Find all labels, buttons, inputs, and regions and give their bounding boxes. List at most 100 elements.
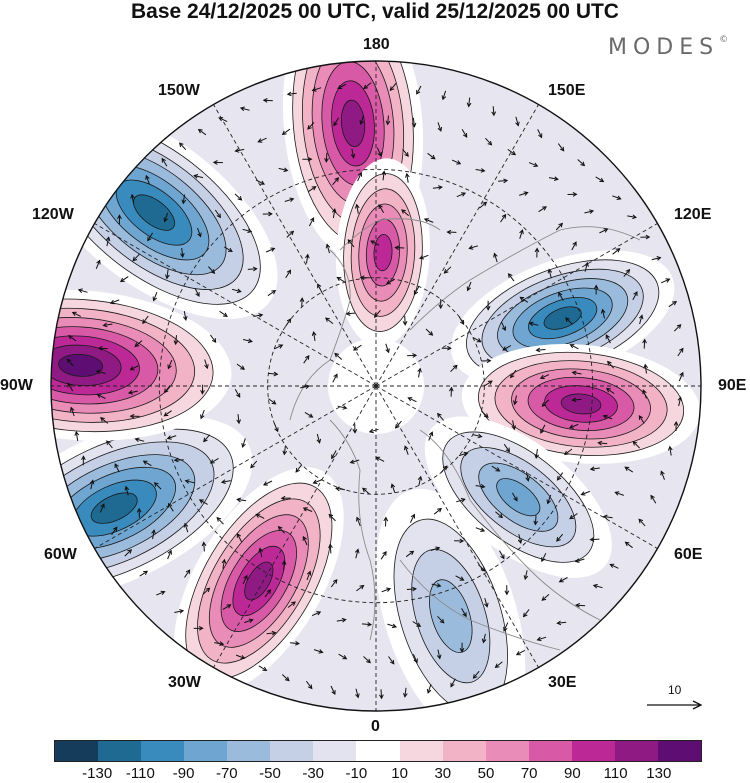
- wind-arrow-head: [519, 229, 524, 235]
- wind-arrow: [164, 212, 169, 222]
- wind-arrow-head: [67, 382, 72, 388]
- wind-arrow-head: [258, 313, 264, 318]
- wind-arrow: [278, 526, 285, 534]
- wind-arrow-head: [124, 485, 130, 491]
- wind-arrow-head: [493, 252, 498, 258]
- wind-arrow: [194, 175, 204, 179]
- wind-arrow: [493, 253, 498, 263]
- wind-arrow: [495, 511, 503, 518]
- wind-arrow-head: [220, 479, 226, 484]
- wind-arrow: [231, 288, 241, 293]
- wind-arrow-head: [379, 694, 384, 700]
- wind-arrow: [184, 523, 189, 533]
- wind-arrow-head: [632, 440, 638, 446]
- wind-arrow: [555, 223, 563, 231]
- wind-arrow: [266, 632, 276, 635]
- wind-arrow-head: [179, 609, 185, 614]
- wind-arrow: [208, 266, 215, 274]
- streamline-contour: [512, 287, 613, 349]
- wind-arrow-head: [70, 406, 75, 412]
- colorbar-tick-label: 70: [520, 765, 538, 782]
- wind-arrow: [350, 459, 360, 464]
- streamline-contour: [232, 545, 286, 617]
- wind-arrow-head: [593, 284, 599, 290]
- wind-arrow: [395, 247, 405, 249]
- streamline-contour: [358, 203, 408, 302]
- wind-arrow: [312, 87, 322, 91]
- graticule: [51, 61, 701, 711]
- wind-arrow: [468, 97, 471, 107]
- wind-arrow-head: [500, 554, 505, 560]
- wind-arrow-head: [511, 150, 517, 156]
- wind-arrow: [661, 278, 670, 284]
- wind-arrow: [374, 309, 381, 318]
- anomaly-shading-ring: [341, 100, 365, 147]
- wind-arrow: [235, 148, 245, 152]
- wind-arrow: [405, 550, 414, 558]
- wind-arrow-head: [600, 308, 606, 314]
- anomaly-shading-ring: [373, 234, 393, 271]
- wind-arrow-head: [404, 445, 409, 451]
- meridian-line: [94, 223, 377, 387]
- europe-low: [376, 488, 526, 711]
- colorbar-bin: [184, 741, 228, 761]
- meridian-label-150e: 150E: [548, 82, 586, 99]
- wind-arrow: [357, 172, 362, 182]
- wind-arrow-head: [311, 330, 317, 336]
- streamline-contour: [460, 447, 577, 548]
- wind-arrow-head: [333, 121, 338, 127]
- wind-arrow-head: [437, 412, 442, 418]
- wind-arrow-head: [167, 549, 172, 555]
- wind-arrow-head: [200, 389, 205, 395]
- wind-arrow: [495, 661, 503, 668]
- wind-arrow-head: [302, 507, 308, 512]
- wind-arrow-head: [383, 516, 389, 522]
- wind-arrow: [216, 517, 224, 525]
- coastlines: [289, 218, 641, 651]
- wind-arrow-head: [410, 513, 416, 519]
- wind-arrow-head: [572, 191, 578, 197]
- wind-arrow-head: [460, 497, 466, 503]
- wind-arrow-head: [411, 122, 417, 128]
- wind-arrow: [388, 656, 395, 665]
- colorbar-tick-labels: -130 -110 -90 -70 -50 -30 -10 10 30 50 70 90 110 130: [0, 765, 750, 783]
- wind-arrow-head: [342, 405, 348, 410]
- wind-arrow-head: [161, 157, 166, 163]
- colorbar-tick-label: -50: [259, 765, 281, 782]
- wind-arrow: [381, 588, 391, 593]
- wind-arrow: [337, 276, 346, 283]
- wind-arrow: [516, 649, 526, 656]
- wind-arrow-head: [456, 160, 462, 165]
- wind-arrow: [161, 158, 168, 167]
- wind-arrow-head: [318, 649, 324, 654]
- wind-arrow-head: [270, 247, 276, 252]
- meridian-line: [375, 385, 658, 549]
- wind-arrow: [197, 227, 202, 237]
- wind-arrow-head: [625, 268, 631, 274]
- wind-arrow: [183, 311, 187, 320]
- wind-arrow: [167, 435, 177, 439]
- wind-arrow: [330, 579, 338, 588]
- wind-arrow: [203, 542, 205, 552]
- wind-arrow: [498, 180, 508, 182]
- wind-arrow-head: [632, 214, 638, 220]
- wind-arrow: [306, 254, 309, 264]
- wind-arrow-head: [439, 618, 445, 624]
- streamline-contour: [494, 360, 668, 448]
- colorbar-tick-label: 50: [477, 765, 495, 782]
- wind-arrow-head: [556, 536, 561, 542]
- wind-arrow-head: [316, 611, 322, 616]
- wind-arrow-head: [558, 578, 564, 583]
- wind-arrow-head: [452, 364, 458, 370]
- wind-arrow: [503, 622, 509, 632]
- wind-arrow: [520, 296, 529, 303]
- wind-arrow: [333, 117, 340, 126]
- wind-arrow: [456, 498, 465, 503]
- wind-arrow-head: [307, 684, 313, 690]
- wind-arrow-head: [109, 299, 115, 305]
- wind-arrow-head: [127, 549, 133, 554]
- wind-arrow: [540, 424, 546, 434]
- wind-arrow: [678, 397, 682, 407]
- colorbar-tick-label: -70: [215, 765, 238, 782]
- wind-arrow: [355, 549, 359, 559]
